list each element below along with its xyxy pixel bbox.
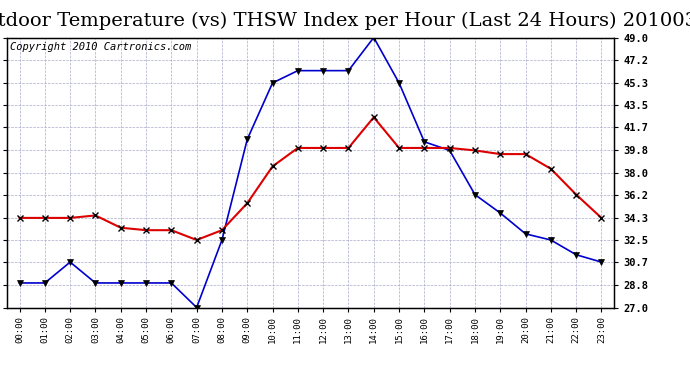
Text: Outdoor Temperature (vs) THSW Index per Hour (Last 24 Hours) 20100321: Outdoor Temperature (vs) THSW Index per … — [0, 11, 690, 30]
Text: Copyright 2010 Cartronics.com: Copyright 2010 Cartronics.com — [10, 42, 191, 51]
